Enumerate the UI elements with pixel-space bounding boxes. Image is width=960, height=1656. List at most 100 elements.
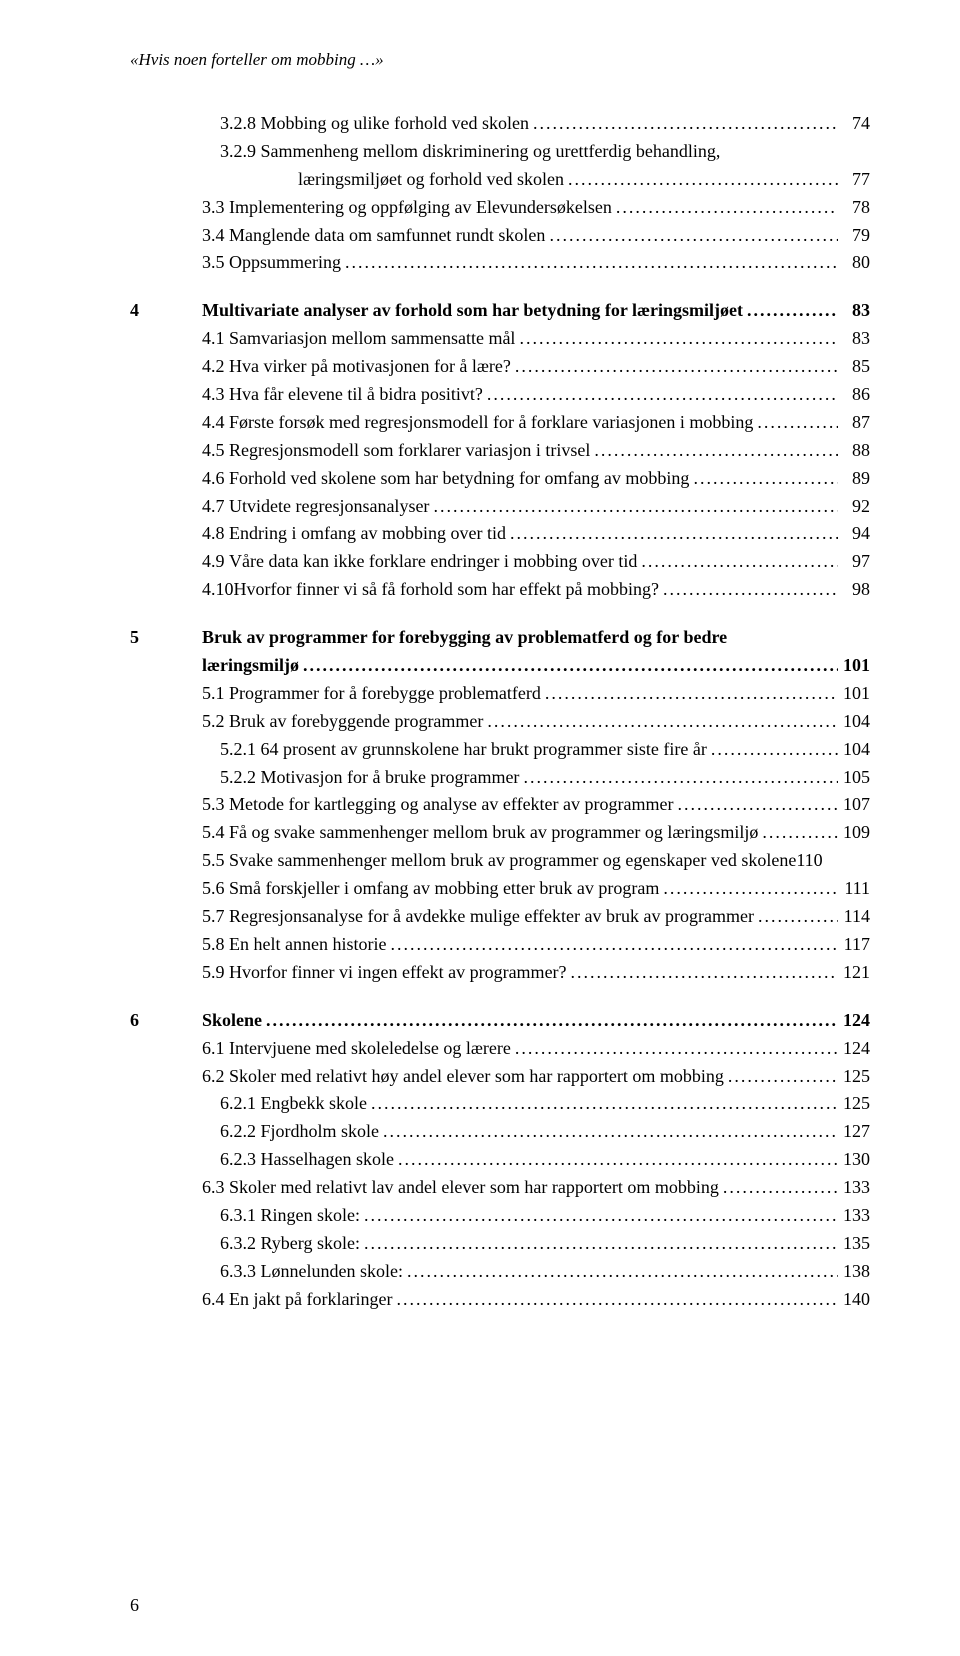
toc-number: 5.8 — [202, 931, 229, 959]
toc-page: 98 — [838, 576, 870, 604]
toc-label: Programmer for å forebygge problematferd — [229, 680, 541, 708]
toc-label: Sammenheng mellom diskriminering og uret… — [261, 138, 721, 166]
toc-number: 5.2.2 — [220, 764, 261, 792]
toc-label: Hvorfor finner vi så få forhold som har … — [234, 576, 660, 604]
toc-number: 5.7 — [202, 903, 229, 931]
toc-number: 4.3 — [202, 381, 229, 409]
toc-number: 6.2.2 — [220, 1118, 261, 1146]
toc-label: Hva virker på motivasjonen for å lære? — [229, 353, 511, 381]
toc-entry: 4.10Hvorfor finner vi så få forhold som … — [130, 576, 870, 604]
toc-page: 83 — [838, 297, 870, 325]
toc-number: 5.2 — [202, 708, 229, 736]
toc-page: 79 — [838, 222, 870, 250]
toc-page: 92 — [838, 493, 870, 521]
toc-number: 6.3 — [202, 1174, 229, 1202]
toc-entry: 4.4 Første forsøk med regresjonsmodell f… — [130, 409, 870, 437]
toc-page: 140 — [838, 1286, 870, 1314]
toc-label: Lønnelunden skole: — [261, 1258, 403, 1286]
toc-entry: 4.9 Våre data kan ikke forklare endringe… — [130, 548, 870, 576]
toc-entry: 5.9 Hvorfor finner vi ingen effekt av pr… — [130, 959, 870, 987]
toc-number: 4.6 — [202, 465, 229, 493]
toc-label: Våre data kan ikke forklare endringer i … — [229, 548, 637, 576]
toc-page: 94 — [838, 520, 870, 548]
toc-entry: læringsmiljøet og forhold ved skolen....… — [130, 166, 870, 194]
toc-leader: ........................................… — [511, 353, 838, 381]
toc-leader: ........................................… — [689, 465, 838, 493]
toc-number: 4.8 — [202, 520, 229, 548]
toc-leader: ........................................… — [511, 1035, 838, 1063]
toc-leader: ........................................… — [360, 1230, 838, 1258]
toc-page: 89 — [838, 465, 870, 493]
toc-page: 83 — [838, 325, 870, 353]
toc-leader: ........................................… — [483, 381, 838, 409]
toc-leader: ........................................… — [637, 548, 838, 576]
toc-entry: 4.1 Samvariasjon mellom sammensatte mål.… — [130, 325, 870, 353]
toc-page: 138 — [838, 1258, 870, 1286]
toc-leader: ........................................… — [392, 1286, 838, 1314]
toc-number: 5.1 — [202, 680, 229, 708]
toc-number: 4.7 — [202, 493, 229, 521]
toc-leader: ........................................… — [506, 520, 838, 548]
toc-page: 86 — [838, 381, 870, 409]
toc-entry: 6.3.3 Lønnelunden skole:................… — [130, 1258, 870, 1286]
toc-page: 109 — [838, 819, 870, 847]
toc-page: 97 — [838, 548, 870, 576]
toc-entry: 6.2 Skoler med relativt høy andel elever… — [130, 1063, 870, 1091]
toc-leader: ........................................… — [545, 222, 838, 250]
toc-number: 5 — [130, 624, 202, 652]
toc-number: 3.5 — [202, 249, 229, 277]
toc-entry: 5.2 Bruk av forebyggende programmer.....… — [130, 708, 870, 736]
toc-number: 4.9 — [202, 548, 229, 576]
running-header: «Hvis noen forteller om mobbing …» — [130, 50, 870, 70]
toc-page: 124 — [838, 1007, 870, 1035]
toc-entry: 3.4 Manglende data om samfunnet rundt sk… — [130, 222, 870, 250]
toc-leader: ........................................… — [394, 1146, 838, 1174]
toc-number: 4.5 — [202, 437, 229, 465]
toc-page: 114 — [838, 903, 870, 931]
toc-entry: 3.5 Oppsummering........................… — [130, 249, 870, 277]
toc-label: En jakt på forklaringer — [229, 1286, 392, 1314]
toc-label: Multivariate analyser av forhold som har… — [202, 297, 743, 325]
toc-label: Skoler med relativt lav andel elever som… — [229, 1174, 719, 1202]
toc-label: Manglende data om samfunnet rundt skolen — [229, 222, 545, 250]
toc-number: 6.3.1 — [220, 1202, 261, 1230]
toc-page: 133 — [838, 1202, 870, 1230]
toc-leader: ........................................… — [724, 1063, 838, 1091]
toc-leader: ........................................… — [483, 708, 838, 736]
toc-page: 111 — [838, 875, 870, 903]
toc-page: 133 — [838, 1174, 870, 1202]
toc-page: 77 — [838, 166, 870, 194]
toc-entry: 4Multivariate analyser av forhold som ha… — [130, 297, 870, 325]
toc-number: 3.3 — [202, 194, 229, 222]
toc-number: 4.4 — [202, 409, 229, 437]
toc-leader: ........................................… — [567, 959, 838, 987]
toc-number: 4.1 — [202, 325, 229, 353]
toc-number: 6.1 — [202, 1035, 229, 1063]
toc-entry: 6.3 Skoler med relativt lav andel elever… — [130, 1174, 870, 1202]
toc-label: Hva får elevene til å bidra positivt? — [229, 381, 483, 409]
toc-leader: ........................................… — [519, 764, 838, 792]
toc-entry: 5.6 Små forskjeller i omfang av mobbing … — [130, 875, 870, 903]
toc-leader: ........................................… — [529, 110, 838, 138]
toc-label: Fjordholm skole — [261, 1118, 380, 1146]
toc-number: 5.5 — [202, 847, 229, 875]
toc-entry: 4.5 Regresjonsmodell som forklarer varia… — [130, 437, 870, 465]
toc-entry: 6.1 Intervjuene med skoleledelse og lære… — [130, 1035, 870, 1063]
toc-entry: 3.2.8 Mobbing og ulike forhold ved skole… — [130, 110, 870, 138]
toc-label: Mobbing og ulike forhold ved skolen — [261, 110, 529, 138]
toc-label: Få og svake sammenhenger mellom bruk av … — [229, 819, 758, 847]
toc-entry: 5Bruk av programmer for forebygging av p… — [130, 624, 870, 652]
toc-page: 87 — [838, 409, 870, 437]
toc-label: Hvorfor finner vi ingen effekt av progra… — [229, 959, 567, 987]
toc-leader: ........................................… — [379, 1118, 838, 1146]
toc-entry: 5.5 Svake sammenhenger mellom bruk av pr… — [130, 847, 870, 875]
toc-leader: ........................................… — [429, 493, 838, 521]
toc-number: 3.2.9 — [220, 138, 261, 166]
toc-label: Samvariasjon mellom sammensatte mål — [229, 325, 515, 353]
toc-entry: 6Skolene................................… — [130, 1007, 870, 1035]
toc-label: Regresjonsanalyse for å avdekke mulige e… — [229, 903, 754, 931]
toc-entry: 6.2.2 Fjordholm skole...................… — [130, 1118, 870, 1146]
toc-entry: 3.2.9 Sammenheng mellom diskriminering o… — [130, 138, 870, 166]
toc-leader: ........................................… — [753, 409, 838, 437]
toc-leader: ........................................… — [719, 1174, 838, 1202]
